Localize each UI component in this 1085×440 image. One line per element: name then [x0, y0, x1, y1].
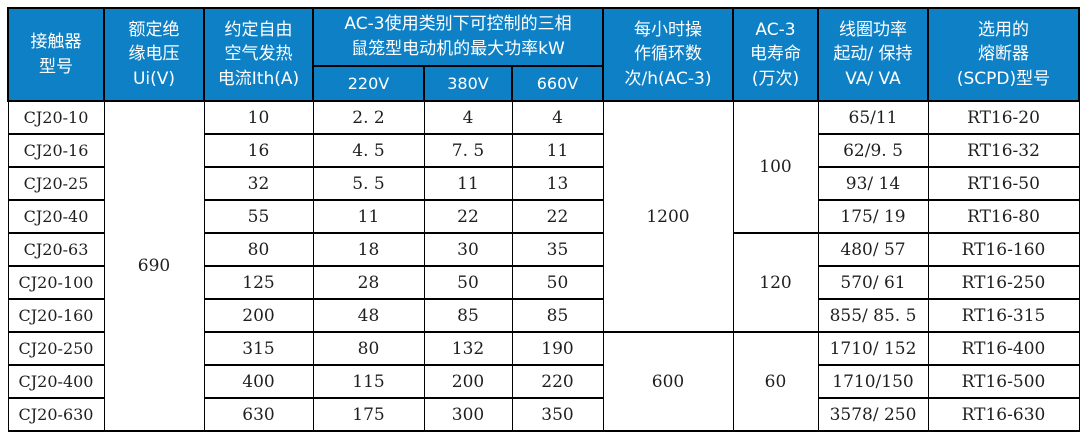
header-coil-power: 线圈功率 起动/ 保持 VA/ VA: [817, 7, 929, 102]
cell-life-120: 120: [732, 232, 819, 333]
table-row: CJ20-630 630 175 300 350 3578/ 250 RT16-…: [7, 397, 1080, 432]
cell-power-660v: 220: [511, 364, 604, 399]
cell-coil-power: 1710/ 152: [817, 331, 929, 366]
header-380v: 380V: [423, 65, 513, 102]
cell-power-660v: 22: [511, 199, 604, 234]
cell-power-380v: 50: [423, 265, 513, 300]
cell-model: CJ20-160: [7, 298, 105, 333]
cell-model: CJ20-10: [7, 100, 105, 135]
cell-power-660v: 4: [511, 100, 604, 135]
cell-fuse: RT16-315: [927, 298, 1080, 333]
cell-coil-power: 65/11: [817, 100, 929, 135]
cell-power-380v: 200: [423, 364, 513, 399]
cell-power-660v: 11: [511, 133, 604, 168]
cell-power-220v: 28: [312, 265, 425, 300]
cell-life-100: 100: [732, 100, 819, 234]
table-row: CJ20-25 32 5. 5 11 13 93/ 14 RT16-50: [7, 166, 1080, 201]
cell-power-220v: 4. 5: [312, 133, 425, 168]
cell-fuse: RT16-32: [927, 133, 1080, 168]
cell-thermal-current: 55: [203, 199, 314, 234]
cell-thermal-current: 630: [203, 397, 314, 432]
cell-model: CJ20-630: [7, 397, 105, 432]
cell-cycles-1200: 1200: [602, 100, 734, 333]
cell-coil-power: 175/ 19: [817, 199, 929, 234]
header-electrical-life: AC-3 电寿命 (万次): [732, 7, 819, 102]
cell-power-220v: 115: [312, 364, 425, 399]
cell-coil-power: 93/ 14: [817, 166, 929, 201]
cell-model: CJ20-25: [7, 166, 105, 201]
header-contactor-model: 接触器 型号: [7, 7, 105, 102]
cell-model: CJ20-100: [7, 265, 105, 300]
cell-fuse: RT16-80: [927, 199, 1080, 234]
cell-power-660v: 35: [511, 232, 604, 267]
table-row: CJ20-250 315 80 132 190 600 60 1710/ 152…: [7, 331, 1080, 432]
cell-power-220v: 18: [312, 232, 425, 267]
cell-power-220v: 2. 2: [312, 100, 425, 135]
cell-power-380v: 300: [423, 397, 513, 432]
header-220v: 220V: [312, 65, 425, 102]
cell-fuse: RT16-50: [927, 166, 1080, 201]
cell-fuse: RT16-500: [927, 364, 1080, 399]
header-cycles-per-hour: 每小时操 作循环数 次/h(AC-3): [602, 7, 734, 102]
cell-power-660v: 85: [511, 298, 604, 333]
cell-coil-power: 855/ 85. 5: [817, 298, 929, 333]
cell-fuse: RT16-400: [927, 331, 1080, 366]
cell-fuse: RT16-250: [927, 265, 1080, 300]
cell-coil-power: 62/9. 5: [817, 133, 929, 168]
cell-power-660v: 13: [511, 166, 604, 201]
table-row: CJ20-16 16 4. 5 7. 5 11 62/9. 5 RT16-32: [7, 133, 1080, 168]
cell-power-380v: 22: [423, 199, 513, 234]
cell-coil-power: 1710/150: [817, 364, 929, 399]
cell-thermal-current: 10: [203, 100, 314, 135]
cell-model: CJ20-250: [7, 331, 105, 366]
cell-coil-power: 3578/ 250: [817, 397, 929, 432]
cell-power-380v: 85: [423, 298, 513, 333]
cell-fuse: RT16-20: [927, 100, 1080, 135]
cell-power-220v: 80: [312, 331, 425, 366]
cell-power-660v: 350: [511, 397, 604, 432]
cell-power-220v: 175: [312, 397, 425, 432]
header-rated-insulation-voltage: 额定绝 缘电压 Ui(V): [103, 7, 205, 102]
header-660v: 660V: [511, 65, 604, 102]
table-row: CJ20-100 125 28 50 50 570/ 61 RT16-250: [7, 265, 1080, 300]
table-row: CJ20-40 55 11 22 22 175/ 19 RT16-80: [7, 199, 1080, 234]
cell-power-220v: 5. 5: [312, 166, 425, 201]
cell-model: CJ20-40: [7, 199, 105, 234]
cell-cycles-600: 600: [602, 331, 734, 432]
table-row: CJ20-160 200 48 85 85 855/ 85. 5 RT16-31…: [7, 298, 1080, 333]
cell-power-220v: 11: [312, 199, 425, 234]
table-row: CJ20-63 80 18 30 35 120 480/ 57 RT16-160: [7, 232, 1080, 333]
cell-thermal-current: 125: [203, 265, 314, 300]
cell-power-660v: 50: [511, 265, 604, 300]
cell-thermal-current: 32: [203, 166, 314, 201]
table-row: CJ20-10 690 10 2. 2 4 4 1200 100 65/11 R…: [7, 100, 1080, 432]
cell-power-380v: 7. 5: [423, 133, 513, 168]
cell-power-380v: 4: [423, 100, 513, 135]
header-thermal-current: 约定自由 空气发热 电流Ith(A): [203, 7, 314, 102]
header-motor-power-group: AC-3使用类别下可控制的三相 鼠笼型电动机的最大功率kW: [312, 7, 604, 67]
cell-thermal-current: 200: [203, 298, 314, 333]
cell-model: CJ20-63: [7, 232, 105, 267]
cell-thermal-current: 315: [203, 331, 314, 366]
cell-power-220v: 48: [312, 298, 425, 333]
table-row: CJ20-400 400 115 200 220 1710/150 RT16-5…: [7, 364, 1080, 399]
cell-coil-power: 570/ 61: [817, 265, 929, 300]
cell-power-660v: 190: [511, 331, 604, 366]
header-fuse-type: 选用的 熔断器 (SCPD)型号: [927, 7, 1080, 102]
cell-model: CJ20-16: [7, 133, 105, 168]
cell-model: CJ20-400: [7, 364, 105, 399]
cell-insulation-voltage-690: 690: [103, 100, 205, 432]
cell-thermal-current: 80: [203, 232, 314, 267]
cell-coil-power: 480/ 57: [817, 232, 929, 267]
cell-power-380v: 132: [423, 331, 513, 366]
cell-fuse: RT16-630: [927, 397, 1080, 432]
cell-thermal-current: 16: [203, 133, 314, 168]
contactor-spec-table: 接触器 型号 额定绝 缘电压 Ui(V) 约定自由 空气发热 电流Ith(A) …: [7, 7, 1080, 432]
cell-power-380v: 30: [423, 232, 513, 267]
cell-thermal-current: 400: [203, 364, 314, 399]
cell-power-380v: 11: [423, 166, 513, 201]
cell-fuse: RT16-160: [927, 232, 1080, 267]
cell-life-60: 60: [732, 331, 819, 432]
